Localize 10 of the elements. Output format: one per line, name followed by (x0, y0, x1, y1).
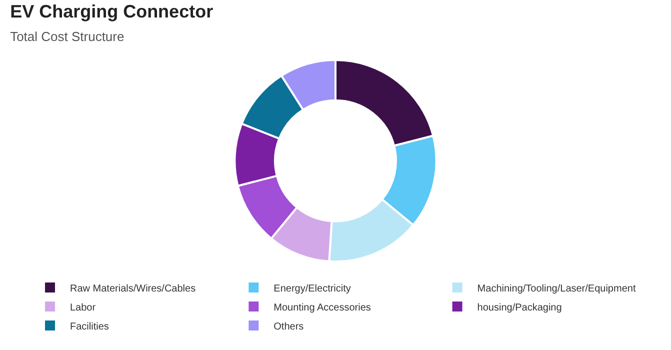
legend-label: Labor (70, 302, 96, 314)
legend-label: Facilities (70, 321, 109, 332)
legend-label: Raw Materials/Wires/Cables (70, 283, 196, 294)
legend-label: Energy/Electricity (274, 283, 351, 294)
legend-label: Mounting Accessories (274, 302, 371, 314)
legend-label: Others (274, 321, 304, 332)
legend-label: Machining/Tooling/Laser/Equipment (477, 283, 636, 294)
chart-title: EV Charging Connector (10, 2, 214, 22)
chart-subtitle: Total Cost Structure (10, 28, 124, 44)
legend-label: housing/Packaging (477, 302, 562, 314)
